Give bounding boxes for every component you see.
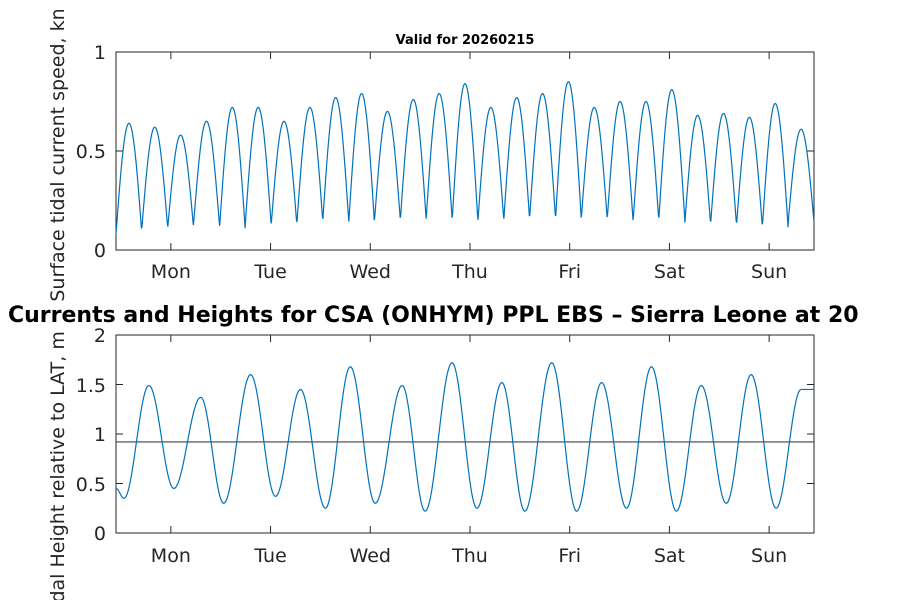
current-speed-ticks: [116, 51, 814, 251]
x-tick-label: Fri: [558, 545, 581, 567]
x-tick-label: Mon: [151, 545, 191, 567]
x-tick-label: Wed: [350, 261, 391, 283]
tidal-height-y-axis-label: Tidal Height relative to LAT, m: [47, 331, 69, 600]
current-speed-axes: [115, 51, 815, 251]
tidal-height-series-line: [115, 362, 814, 512]
current-speed-x-tick-labels: Mon Tue Wed Thu Fri Sat Sun: [151, 261, 787, 283]
x-tick-label: Thu: [451, 261, 488, 283]
x-tick-label: Sat: [654, 261, 685, 283]
y-tick-label: 0.5: [76, 474, 106, 496]
current-speed-y-tick-labels: 0 0.5 1: [76, 42, 106, 262]
current-speed-panel: 0 0.5 1 Mon Tue Wed Thu Fri Sat Sun Vali…: [47, 8, 815, 302]
y-tick-label: 2: [94, 325, 106, 347]
y-tick-label: 0: [94, 240, 106, 262]
x-tick-label: Tue: [253, 545, 286, 567]
current-speed-y-axis-label: Surface tidal current speed, kn: [47, 8, 69, 301]
x-tick-label: Sat: [654, 545, 685, 567]
x-tick-label: Wed: [350, 545, 391, 567]
current-speed-title: Valid for 20260215: [396, 33, 535, 48]
y-tick-label: 0: [94, 523, 106, 545]
y-tick-label: 1: [94, 424, 106, 446]
y-tick-label: 1: [94, 42, 106, 64]
tidal-height-panel: 0 0.5 1 1.5 2 Mon Tue Wed Thu Fri Sat Su…: [47, 325, 815, 600]
y-tick-label: 1.5: [76, 375, 106, 397]
current-speed-series-line: [115, 81, 815, 235]
tidal-height-x-tick-labels: Mon Tue Wed Thu Fri Sat Sun: [151, 545, 787, 567]
tidal-height-ticks: [116, 334, 814, 534]
x-tick-label: Sun: [751, 545, 787, 567]
y-tick-label: 0.5: [76, 141, 106, 163]
figure-title: Currents and Heights for CSA (ONHYM) PPL…: [8, 303, 859, 328]
tidal-height-axes: [115, 334, 815, 534]
x-tick-label: Sun: [751, 261, 787, 283]
x-tick-label: Mon: [151, 261, 191, 283]
x-tick-label: Fri: [558, 261, 581, 283]
tidal-height-y-tick-labels: 0 0.5 1 1.5 2: [76, 325, 106, 545]
x-tick-label: Thu: [451, 545, 488, 567]
x-tick-label: Tue: [253, 261, 286, 283]
